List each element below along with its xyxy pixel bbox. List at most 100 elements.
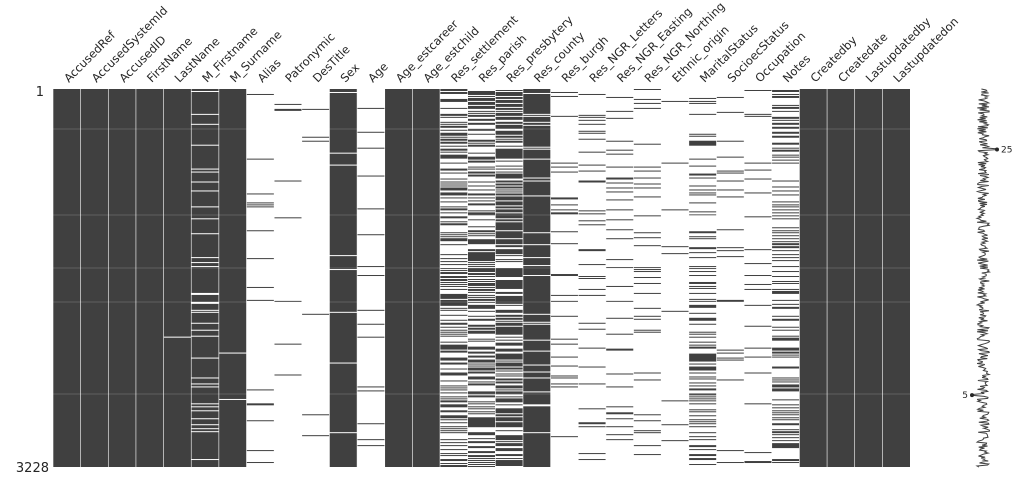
present-row-mark xyxy=(467,166,496,168)
matrix-column-LastName xyxy=(163,89,192,467)
present-row-mark xyxy=(744,169,772,171)
present-row-mark xyxy=(550,356,579,358)
sparkline-max-marker xyxy=(995,147,999,152)
present-row-mark xyxy=(440,116,468,118)
present-row-mark xyxy=(440,430,468,432)
present-row-mark xyxy=(688,411,717,413)
present-row-mark xyxy=(495,348,523,352)
present-row-mark xyxy=(605,153,634,155)
present-row-mark xyxy=(688,317,717,321)
present-row-mark xyxy=(661,400,689,402)
present-row-mark xyxy=(440,392,468,394)
present-row-mark xyxy=(440,278,468,281)
present-row-mark xyxy=(357,266,385,268)
present-row-mark xyxy=(633,282,662,284)
present-row-mark xyxy=(357,131,385,133)
present-row-mark xyxy=(688,102,717,104)
present-row-mark xyxy=(357,386,385,388)
matrix-column-DesTitle xyxy=(301,89,330,467)
present-row-mark xyxy=(467,235,496,237)
present-row-mark xyxy=(771,154,800,156)
column-fill-AccusedID xyxy=(108,89,136,467)
present-row-mark xyxy=(440,234,468,236)
present-row-mark xyxy=(440,223,468,226)
matrix-column-Sex xyxy=(329,89,358,467)
present-row-mark xyxy=(440,236,468,238)
present-row-mark xyxy=(771,356,800,358)
present-row-mark xyxy=(357,336,385,338)
matrix-column-Res_burgh xyxy=(550,89,579,467)
present-row-mark xyxy=(191,145,219,169)
present-row-mark xyxy=(578,93,606,95)
present-row-mark xyxy=(550,243,579,245)
present-row-mark xyxy=(771,388,800,392)
present-row-mark xyxy=(522,324,551,340)
present-row-mark xyxy=(467,276,496,278)
present-row-mark xyxy=(467,144,496,147)
present-row-mark xyxy=(550,162,579,164)
present-row-mark xyxy=(522,147,551,149)
present-row-mark xyxy=(440,183,468,185)
present-row-mark xyxy=(550,377,579,379)
present-row-mark xyxy=(495,320,523,322)
present-row-mark xyxy=(771,337,800,341)
present-row-mark xyxy=(716,299,745,302)
present-row-mark xyxy=(440,293,468,299)
present-row-mark xyxy=(467,351,496,354)
present-row-mark xyxy=(440,341,468,343)
present-row-mark xyxy=(771,410,800,412)
present-row-mark xyxy=(688,363,717,365)
present-row-mark xyxy=(274,180,302,182)
present-row-mark xyxy=(191,310,219,312)
present-row-mark xyxy=(440,208,468,211)
present-row-mark xyxy=(467,327,496,330)
present-row-mark xyxy=(440,285,468,287)
present-row-mark xyxy=(467,282,496,286)
present-row-mark xyxy=(440,459,468,462)
present-row-mark xyxy=(495,435,523,441)
matrix-column-Alias xyxy=(246,89,275,467)
present-row-mark xyxy=(771,288,800,290)
present-row-mark xyxy=(605,166,634,168)
matrix-column-Occupation xyxy=(743,89,772,467)
present-row-mark xyxy=(467,403,496,405)
present-row-mark xyxy=(440,145,468,147)
present-row-mark xyxy=(771,379,800,381)
present-row-mark xyxy=(495,448,523,452)
present-row-mark xyxy=(771,440,800,442)
present-row-mark xyxy=(771,431,800,434)
present-row-mark xyxy=(578,151,606,153)
present-row-mark xyxy=(605,285,634,287)
column-fill-Createdate xyxy=(827,89,855,467)
matrix-column-Age_estcareer xyxy=(384,89,413,467)
present-row-mark xyxy=(716,359,745,361)
present-row-mark xyxy=(467,458,496,460)
present-row-mark xyxy=(440,387,468,389)
present-row-mark xyxy=(440,113,468,116)
present-row-mark xyxy=(467,365,496,367)
present-row-mark xyxy=(467,142,496,144)
present-row-mark xyxy=(522,125,551,147)
present-row-mark xyxy=(744,347,772,349)
present-row-mark xyxy=(716,189,745,191)
present-row-mark xyxy=(688,419,717,421)
present-row-mark xyxy=(495,148,523,159)
present-row-mark xyxy=(771,384,800,388)
present-row-mark xyxy=(771,241,800,243)
present-row-mark xyxy=(495,261,523,263)
present-row-mark xyxy=(467,304,496,309)
matrix-column-Patronymic xyxy=(273,89,302,467)
matrix-column-Lastupdatedon xyxy=(882,89,910,467)
present-row-mark xyxy=(633,277,662,279)
present-row-mark xyxy=(578,220,606,222)
present-row-mark xyxy=(605,386,634,388)
present-row-mark xyxy=(716,111,745,113)
present-row-mark xyxy=(771,250,800,252)
present-row-mark xyxy=(771,282,800,284)
present-row-mark xyxy=(661,209,689,211)
present-row-mark xyxy=(440,410,468,413)
present-row-mark xyxy=(522,276,551,314)
column-fill-LastName xyxy=(163,89,192,467)
present-row-mark xyxy=(440,389,468,391)
sparkline: 25 5 xyxy=(962,88,1012,468)
